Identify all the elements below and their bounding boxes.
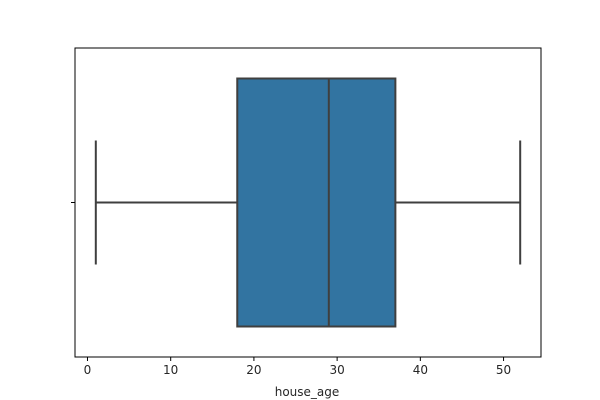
x-tick-label-50: 50	[496, 363, 511, 377]
x-axis: 0 10 20 30 40 50	[84, 357, 511, 377]
x-tick-label-40: 40	[413, 363, 428, 377]
x-tick-label-10: 10	[163, 363, 178, 377]
iqr-box	[236, 77, 397, 328]
plot-area	[71, 77, 522, 328]
x-tick-label-30: 30	[329, 363, 344, 377]
x-axis-label: house_age	[275, 385, 340, 399]
x-tick-label-20: 20	[246, 363, 261, 377]
x-tick-label-0: 0	[84, 363, 92, 377]
plot-frame	[74, 47, 542, 358]
